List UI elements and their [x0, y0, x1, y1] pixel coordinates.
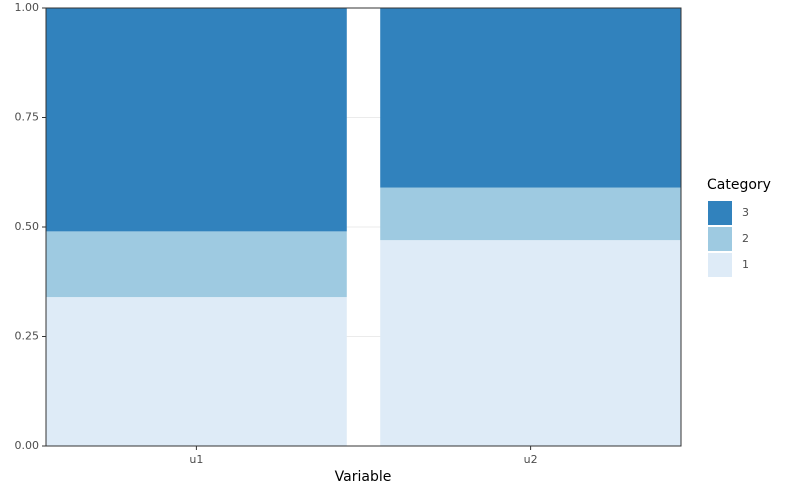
legend-label: 2	[742, 232, 749, 245]
bar-segment	[46, 8, 347, 232]
panel-border	[45, 7, 682, 447]
bar-segment	[380, 240, 681, 446]
x-axis-title: Variable	[335, 469, 392, 485]
legend-label: 3	[742, 206, 749, 219]
x-tick-label: u1	[189, 453, 203, 466]
legend-swatch	[708, 253, 732, 277]
bar-segment	[380, 187, 681, 241]
bar-segment	[46, 297, 347, 446]
bar-segment	[380, 8, 681, 188]
legend-swatch	[708, 227, 732, 251]
y-tick-label: 1.00	[15, 1, 40, 14]
y-tick-label: 0.75	[15, 111, 40, 124]
y-tick-label: 0.25	[15, 330, 40, 343]
y-tick-label: 0.50	[15, 220, 40, 233]
bar-segment	[46, 231, 347, 298]
y-tick-label: 0.00	[15, 439, 40, 452]
legend-label: 1	[742, 258, 749, 271]
x-tick-label: u2	[524, 453, 538, 466]
legend-swatch	[708, 201, 732, 225]
legend-title: Category	[707, 177, 771, 193]
